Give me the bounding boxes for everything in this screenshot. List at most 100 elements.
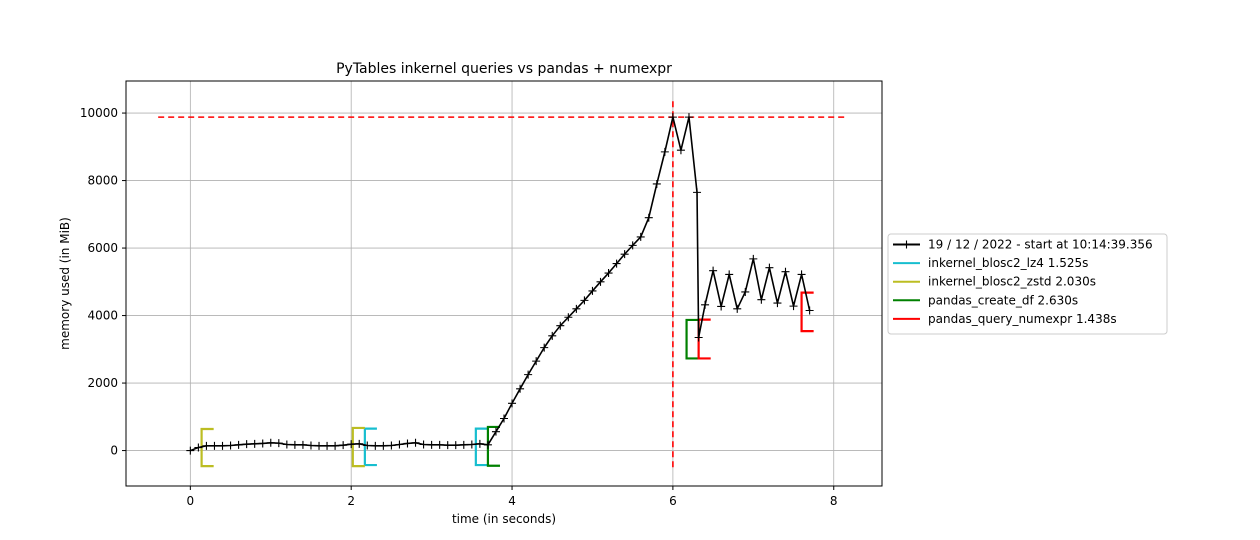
data-point-marker xyxy=(323,441,332,450)
data-point-marker xyxy=(805,306,814,315)
data-point-marker xyxy=(435,440,444,449)
data-point-marker xyxy=(548,331,557,340)
legend-entry-label: inkernel_blosc2_lz4 1.525s xyxy=(928,256,1088,270)
data-point-marker xyxy=(210,441,219,450)
x-tick-label: 8 xyxy=(830,494,838,508)
data-point-marker xyxy=(684,113,693,122)
data-point-marker xyxy=(701,300,710,309)
timing-bracket xyxy=(363,427,377,467)
y-axis-label: memory used (in MiB) xyxy=(58,217,72,350)
data-point-marker xyxy=(194,443,203,452)
data-point-marker xyxy=(475,439,484,448)
legend-entry-label: pandas_create_df 2.630s xyxy=(928,293,1078,307)
data-point-marker xyxy=(532,357,541,366)
x-axis-label: time (in seconds) xyxy=(452,512,556,526)
x-tick-label: 2 xyxy=(347,494,355,508)
data-point-marker xyxy=(725,270,734,279)
y-tick-label: 4000 xyxy=(87,309,118,323)
data-point-marker xyxy=(186,446,195,455)
data-point-marker xyxy=(717,302,726,311)
data-point-marker xyxy=(628,241,637,250)
data-point-marker xyxy=(459,440,468,449)
data-point-marker xyxy=(290,440,299,449)
y-tick-label: 2000 xyxy=(87,376,118,390)
data-point-marker xyxy=(379,441,388,450)
y-tick-label: 0 xyxy=(110,444,118,458)
data-point-marker xyxy=(218,441,227,450)
data-point-marker xyxy=(508,399,517,408)
data-point-marker xyxy=(588,286,597,295)
data-point-marker xyxy=(202,441,211,450)
timing-bracket xyxy=(351,426,365,468)
data-point-marker xyxy=(572,304,581,313)
timing-bracket xyxy=(800,291,814,333)
data-point-marker xyxy=(516,384,525,393)
plot-area-frame xyxy=(125,80,883,487)
grid-lines xyxy=(126,81,882,486)
data-point-marker xyxy=(765,263,774,272)
memory-series xyxy=(186,113,814,455)
legend: 19 / 12 / 2022 - start at 10:14:39.356 in… xyxy=(887,233,1168,335)
data-point-marker xyxy=(387,441,396,450)
data-point-marker xyxy=(306,441,315,450)
data-point-marker xyxy=(467,440,476,449)
axis-ticks: 0 2 4 6 8 0 2000 4000 6000 8000 10000 xyxy=(80,106,838,508)
data-point-marker xyxy=(556,321,565,330)
data-point-marker xyxy=(797,270,806,279)
data-point-marker xyxy=(580,296,589,305)
data-point-marker xyxy=(773,299,782,308)
data-point-marker xyxy=(491,427,500,436)
data-point-marker xyxy=(371,441,380,450)
data-point-marker xyxy=(596,277,605,286)
data-point-marker xyxy=(282,440,291,449)
data-point-marker xyxy=(781,267,790,276)
y-tick-label: 6000 xyxy=(87,241,118,255)
data-point-marker xyxy=(266,438,275,447)
data-point-marker xyxy=(411,438,420,447)
data-point-marker xyxy=(427,440,436,449)
x-tick-label: 0 xyxy=(187,494,195,508)
legend-entry-label: 19 / 12 / 2022 - start at 10:14:39.356 xyxy=(928,238,1153,252)
data-point-marker xyxy=(298,440,307,449)
data-point-marker xyxy=(443,441,452,450)
y-tick-label: 10000 xyxy=(80,106,118,120)
chart-title: PyTables inkernel queries vs pandas + nu… xyxy=(336,61,672,77)
data-point-marker xyxy=(540,343,549,352)
data-point-marker xyxy=(620,250,629,259)
data-point-marker xyxy=(604,269,613,278)
data-point-marker xyxy=(331,441,340,450)
legend-box xyxy=(887,233,1168,335)
legend-entry-label: inkernel_blosc2_zstd 2.030s xyxy=(928,275,1096,289)
data-point-marker xyxy=(451,441,460,450)
data-point-marker xyxy=(709,266,718,275)
data-point-marker xyxy=(355,439,364,448)
timing-brackets xyxy=(200,291,814,468)
data-point-marker xyxy=(234,440,243,449)
data-point-marker xyxy=(612,259,621,268)
data-point-marker xyxy=(524,370,533,379)
data-point-marker xyxy=(226,441,235,450)
data-point-marker xyxy=(652,179,661,188)
data-point-marker xyxy=(242,440,251,449)
data-point-marker xyxy=(757,295,766,304)
timing-bracket xyxy=(685,318,699,360)
legend-marker xyxy=(902,240,911,249)
max-memory-reference-lines xyxy=(158,101,846,468)
data-point-marker xyxy=(668,113,677,122)
legend-entry-label: pandas_query_numexpr 1.438s xyxy=(928,312,1117,326)
data-point-marker xyxy=(789,302,798,311)
data-point-marker xyxy=(258,439,267,448)
data-point-marker xyxy=(636,232,645,241)
data-point-marker xyxy=(419,440,428,449)
y-tick-label: 8000 xyxy=(87,174,118,188)
data-point-marker xyxy=(644,213,653,222)
data-point-marker xyxy=(347,440,356,449)
data-point-marker xyxy=(693,188,702,197)
data-point-marker xyxy=(694,333,703,342)
timing-bracket xyxy=(474,427,488,467)
data-point-marker xyxy=(250,439,259,448)
x-tick-label: 6 xyxy=(669,494,677,508)
data-point-marker xyxy=(733,304,742,313)
data-point-marker xyxy=(660,147,669,156)
